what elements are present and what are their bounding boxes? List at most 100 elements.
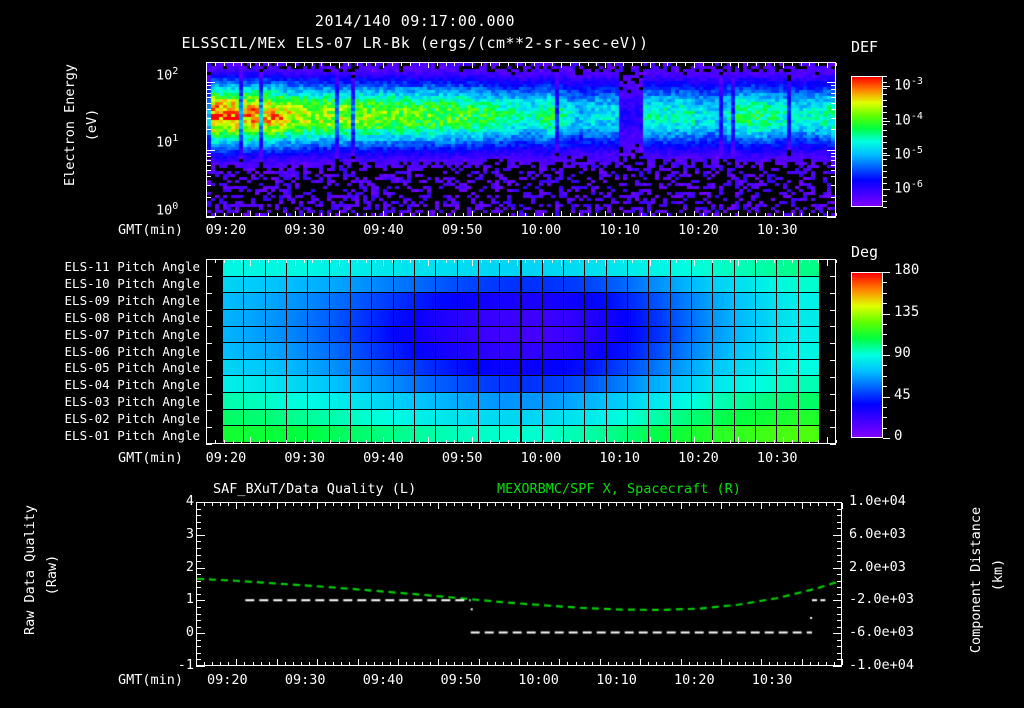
pitch-angle-cell: [329, 326, 351, 344]
bottom-panel-ytick-left: [196, 574, 201, 576]
mid-panel-xtick-bottom: [738, 437, 740, 443]
bottom-panel-xtick-bottom: [777, 661, 779, 665]
mid-panel-xtick-top: [232, 260, 234, 264]
bottom-panel-xtick-top: [785, 503, 787, 507]
pitch-angle-cell: [798, 376, 820, 394]
mid-panel-xtick-bottom: [596, 439, 598, 443]
pitch-angle-cell: [329, 409, 351, 427]
mid-panel-xtick-top: [339, 260, 341, 266]
pitch-angle-cell: [350, 376, 373, 394]
top-panel-ytick-right: [827, 82, 836, 84]
pitch-angle-cell: [734, 359, 757, 377]
bottom-panel-xtick-bottom: [309, 661, 311, 665]
pitch-angle-cell: [713, 343, 735, 360]
mid-panel-xtick-bottom: [773, 439, 775, 443]
mid-panel-xtick-bottom: [685, 439, 687, 443]
pitch-angle-row: [223, 260, 820, 277]
pitch-angle-cell: [329, 293, 351, 310]
pitch-angle-cell: [585, 409, 607, 427]
bottom-panel-xtick-label: 09:30: [284, 672, 326, 688]
mid-panel-xtick-bottom: [330, 439, 332, 443]
bottom-panel-xtick-bottom: [236, 659, 238, 665]
bottom-panel-xtick-top: [696, 503, 698, 507]
top-panel-xtick-top: [330, 63, 332, 66]
mid-panel-xtick-bottom: [836, 439, 837, 443]
mid-panel-xtick-top: [454, 260, 456, 264]
top-panel-xtick-bottom: [729, 213, 731, 216]
bottom-panel-xtick-top: [793, 503, 795, 507]
mid-panel-xtick-top: [214, 260, 216, 264]
bottom-panel-ytick-right: [837, 528, 842, 530]
def-colorbar-minor-tick: [883, 147, 887, 149]
pitch-angle-cell: [265, 376, 287, 394]
pitch-angle-plot[interactable]: [206, 259, 836, 444]
pitch-angle-cell: [414, 426, 437, 443]
pitch-angle-cell: [286, 309, 309, 327]
top-panel-xtick-bottom: [498, 213, 500, 216]
bottom-panel-xtick-bottom: [333, 661, 335, 665]
bottom-panel-xtick-top: [389, 503, 391, 507]
pitch-angle-cell: [521, 426, 543, 443]
mid-panel-xtick-top: [738, 260, 740, 266]
pitch-angle-cell: [436, 426, 458, 443]
deg-colorbar-tick-label: 45: [894, 386, 911, 403]
mid-panel-xtick-bottom: [259, 439, 261, 443]
top-panel-xtick-top: [791, 63, 793, 66]
def-colorbar[interactable]: [851, 76, 883, 207]
pitch-angle-cell: [329, 426, 351, 443]
mid-panel-xtick-bottom: [321, 439, 323, 443]
mid-panel-xlabel: GMT(min): [118, 450, 184, 466]
top-panel-ytick-100: 102: [156, 66, 179, 84]
deg-colorbar-minor-tick: [883, 334, 887, 336]
top-panel-ytick-right: [831, 85, 836, 87]
pitch-angle-cell: [350, 309, 373, 327]
bottom-panel-xtick-top: [196, 503, 197, 509]
data-quality-plot[interactable]: [196, 502, 842, 666]
deg-colorbar[interactable]: [851, 272, 883, 438]
top-panel-ytick-left: [206, 156, 211, 158]
mid-panel-xtick-bottom: [294, 437, 296, 443]
mid-panel-xtick-top: [321, 260, 323, 264]
bottom-panel-xtick-bottom: [753, 661, 755, 665]
mid-panel-xtick-bottom: [481, 439, 483, 443]
pitch-angle-cell: [734, 409, 757, 427]
mid-panel-ytick-right: [830, 309, 836, 311]
top-panel-xtick-bottom: [489, 213, 491, 216]
top-panel-xtick-top: [294, 63, 296, 68]
top-panel-xtick-bottom: [445, 213, 447, 216]
bottom-panel-xtick-top: [575, 503, 577, 507]
bottom-panel-xtick-top: [559, 503, 561, 509]
pitch-angle-cell: [649, 276, 671, 294]
pitch-angle-cell: [692, 343, 714, 360]
bottom-panel-ytick-left: [196, 633, 205, 635]
pitch-angle-cell: [670, 359, 693, 377]
top-panel-xtick-top: [649, 63, 651, 68]
pitch-angle-row: [223, 293, 820, 310]
bottom-panel-xtick-top: [769, 503, 771, 507]
bottom-panel-xtick-top: [349, 503, 351, 507]
pitch-angle-cell: [606, 359, 629, 377]
bottom-panel-xtick-top: [446, 503, 448, 507]
top-panel-xtick-label: 09:20: [205, 222, 247, 238]
pitch-angle-cell: [308, 409, 330, 427]
bottom-panel-xtick-bottom: [252, 661, 254, 665]
top-panel-ytick-right: [831, 164, 836, 166]
top-panel-xtick-bottom: [791, 213, 793, 216]
top-panel-ytick-right: [831, 102, 836, 104]
energy-spectrogram-plot[interactable]: [206, 62, 836, 217]
mid-panel-xtick-top: [560, 260, 562, 266]
pitch-angle-cell: [756, 426, 778, 443]
bottom-panel-xtick-label: 09:20: [207, 672, 248, 688]
top-panel-ytick-right: [831, 88, 836, 90]
top-panel-xtick-top: [454, 63, 456, 66]
bottom-panel-ytick-left: [196, 502, 205, 503]
top-panel-xtick-bottom: [560, 211, 562, 216]
bottom-panel-ylabel-right-line1: Component Distance: [968, 506, 984, 654]
mid-panel-xtick-bottom: [463, 439, 465, 443]
pitch-angle-cell: [286, 409, 309, 427]
top-panel-ytick-left: [206, 196, 211, 198]
deg-colorbar-minor-tick: [883, 386, 887, 388]
pitch-angle-cell: [329, 260, 351, 277]
mid-panel-xtick-label: 10:00: [520, 450, 562, 466]
mid-panel-xtick-bottom: [676, 439, 678, 443]
